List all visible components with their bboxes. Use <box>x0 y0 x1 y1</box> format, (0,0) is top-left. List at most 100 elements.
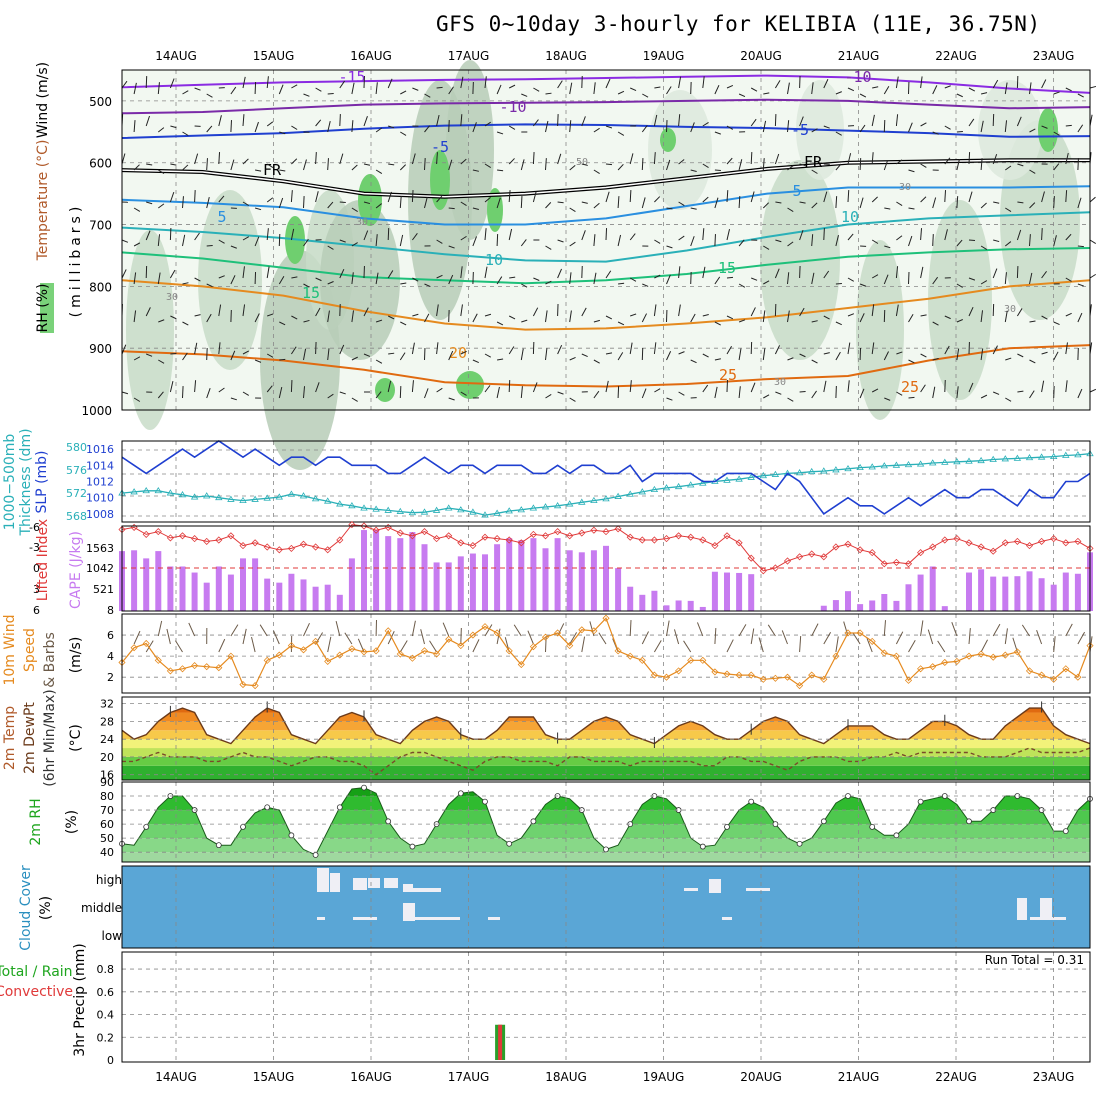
wind-barb <box>835 163 842 171</box>
wind-barb <box>642 93 649 98</box>
wind-barb <box>871 152 874 165</box>
wind-barb <box>1029 82 1032 95</box>
slp-label: SLP (mb) <box>34 450 50 513</box>
wind-barb <box>545 348 548 361</box>
wind10-point <box>481 623 489 631</box>
wind-barb <box>557 239 564 243</box>
wind-barb <box>605 315 613 320</box>
wind-barb <box>170 315 177 320</box>
cloud-clear-patch <box>353 878 367 890</box>
wind-barb <box>400 282 407 285</box>
wind-barb <box>980 202 987 209</box>
wind-barb <box>871 274 879 279</box>
cloud-clear-patch <box>709 879 721 893</box>
li-point <box>420 528 429 536</box>
wind-barb <box>532 307 539 317</box>
rh-point <box>820 818 827 825</box>
li-point <box>154 528 162 536</box>
wind-barb <box>823 380 827 393</box>
wind10-barb <box>1036 629 1043 645</box>
wind-barb <box>859 158 862 171</box>
wind-barb <box>847 277 855 282</box>
wind-barb <box>448 120 450 133</box>
thickness-point <box>469 508 477 515</box>
wind-barb <box>157 391 164 399</box>
wind10-point <box>299 646 308 654</box>
li-point <box>614 525 622 533</box>
wind-barb <box>569 120 572 133</box>
chart-title: GFS 0~10day 3-hourly for KELIBIA (11E, 3… <box>436 12 1041 36</box>
wind10-point <box>1013 648 1021 656</box>
rh-shade <box>648 90 712 210</box>
cape-bar <box>675 600 682 611</box>
wind10-barb <box>781 630 788 645</box>
wind-barb <box>182 386 184 399</box>
wind10-barb <box>411 620 416 637</box>
date-label-bottom: 14AUG <box>155 1070 197 1084</box>
wind-barb <box>375 234 378 247</box>
cape-bar <box>312 586 319 611</box>
wind-barb <box>460 114 463 127</box>
li-point <box>336 536 344 544</box>
wind-barb <box>593 390 600 399</box>
wind-barb <box>387 380 392 393</box>
wind-barb <box>581 230 586 241</box>
thickness-point <box>868 463 876 470</box>
thickness-point <box>856 463 864 471</box>
wind-barb <box>194 87 201 91</box>
li-point <box>953 535 961 543</box>
wind-barb <box>145 307 151 317</box>
wind-barb <box>956 239 963 247</box>
li-point <box>384 523 392 531</box>
wind10-point <box>505 647 513 655</box>
wind10-point <box>880 649 888 657</box>
li-point <box>735 539 743 547</box>
wind-barb <box>121 269 127 279</box>
isotherm-label: -15 <box>338 68 365 86</box>
rh-band <box>122 852 1090 862</box>
wind-barb <box>194 190 196 203</box>
dewpt2m-label: 2m DewPt <box>22 702 38 774</box>
li-point <box>142 530 150 538</box>
wind-barb <box>968 191 973 203</box>
wind10-point <box>408 654 416 662</box>
wind-barb <box>157 234 161 247</box>
wind-barb <box>1065 152 1069 165</box>
li-point <box>1050 535 1058 543</box>
wind-barb <box>399 386 402 399</box>
thickness-point <box>323 497 332 504</box>
wind-barb <box>569 397 576 402</box>
date-label-bottom: 17AUG <box>448 1070 490 1084</box>
thickness-point <box>154 486 163 494</box>
wind-barb <box>726 84 734 89</box>
wind-barb <box>1065 277 1072 282</box>
cape-bar <box>397 538 404 611</box>
rh-point <box>869 824 876 830</box>
wind-barb <box>472 122 477 133</box>
wind-barb <box>545 245 552 250</box>
cape-bar <box>663 605 670 611</box>
rh-point <box>530 818 537 825</box>
wind-barb <box>920 196 927 203</box>
wind-barb <box>206 197 210 209</box>
wind-barb <box>194 342 198 355</box>
li-point <box>263 543 271 551</box>
cape-bar <box>506 538 513 611</box>
cape-label: CAPE (J/kg) <box>68 531 84 609</box>
wind-barb <box>339 114 341 127</box>
li-point <box>433 535 441 543</box>
wind-barb <box>290 228 295 241</box>
wind-barb <box>496 84 502 95</box>
thickness-point <box>1062 451 1070 458</box>
wind10-barb <box>726 639 734 653</box>
thickness-point <box>807 467 816 475</box>
rh-point <box>336 804 343 811</box>
wind-barb <box>690 236 695 247</box>
li-point <box>554 528 562 536</box>
li-point <box>578 529 586 537</box>
thickness-point <box>432 506 441 513</box>
wind-barb <box>496 234 499 247</box>
li-point <box>650 536 658 544</box>
cloud-clear-patch <box>746 888 770 891</box>
wind-barb <box>508 84 516 89</box>
